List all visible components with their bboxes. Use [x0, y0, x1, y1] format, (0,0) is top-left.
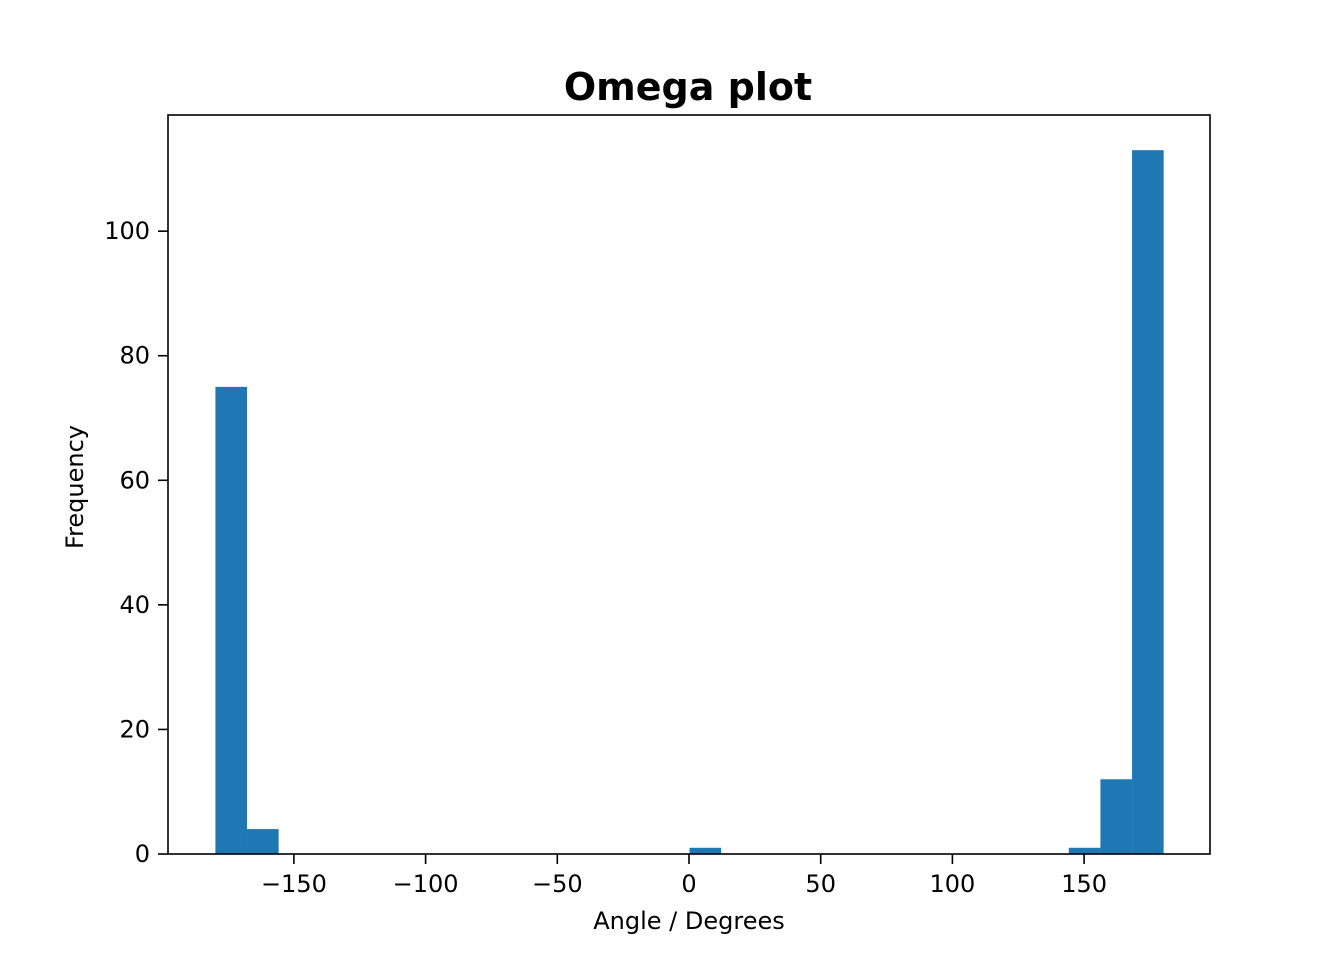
- histogram-bar: [689, 847, 722, 854]
- y-tick-label: 40: [119, 591, 150, 619]
- x-tick-label: 0: [681, 870, 696, 898]
- y-tick-label: 0: [135, 840, 150, 868]
- histogram-bar: [1100, 779, 1133, 854]
- x-tick-label: −100: [393, 870, 459, 898]
- chart-title: Omega plot: [564, 65, 812, 109]
- y-axis-label: Frequency: [61, 425, 89, 549]
- y-axis-ticks: 0 20 40 60 80 100: [104, 217, 168, 868]
- x-axis-ticks: −150 −100 −50 0 50 100 150: [261, 854, 1107, 898]
- x-tick-label: −50: [532, 870, 583, 898]
- histogram-bar: [215, 386, 248, 854]
- x-tick-label: 50: [805, 870, 836, 898]
- x-tick-label: 150: [1061, 870, 1107, 898]
- x-tick-label: 100: [929, 870, 975, 898]
- y-tick-label: 100: [104, 217, 150, 245]
- histogram-bar: [1068, 847, 1101, 854]
- y-tick-label: 60: [119, 466, 150, 494]
- bars-group: [215, 150, 1164, 854]
- y-tick-label: 80: [119, 342, 150, 370]
- histogram-bar: [1132, 150, 1164, 854]
- x-tick-label: −150: [261, 870, 327, 898]
- y-tick-label: 20: [119, 715, 150, 743]
- histogram-bar: [247, 829, 279, 854]
- plot-frame: [167, 114, 1211, 855]
- x-axis-label: Angle / Degrees: [593, 907, 785, 935]
